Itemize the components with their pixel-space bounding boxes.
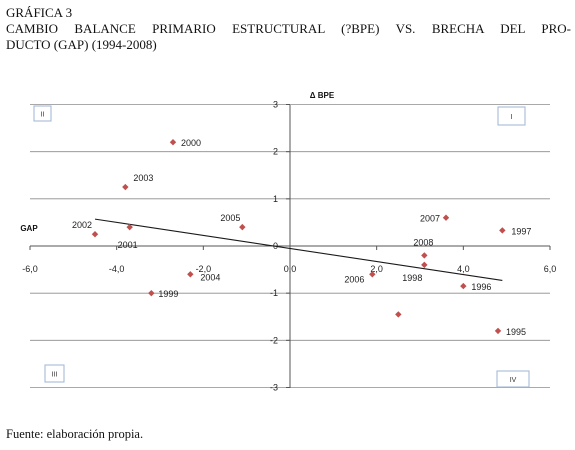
point-2000 [169, 139, 177, 146]
chart-title-line-1: CAMBIO BALANCE PRIMARIO ESTRUCTURAL (?BP… [6, 21, 571, 36]
point-label: 2008 [413, 237, 433, 247]
x-tick-label: 0,0 [284, 264, 297, 274]
y-tick-label: 1 [273, 194, 278, 204]
point-label: 2007 [420, 214, 440, 224]
y-tick-label: 3 [273, 100, 278, 110]
point-2005 [239, 223, 246, 231]
y-axis-label: Δ BPE [310, 91, 335, 100]
axes: -6,0-4,0-2,00,02,04,06,03210-1-2-3 [22, 100, 556, 393]
point-label: 2001 [118, 240, 138, 250]
quadrant-box-ii [33, 105, 52, 122]
x-axis-label: GAP [20, 224, 38, 233]
quadrant-box-iii [44, 364, 65, 383]
point-2008 [421, 252, 428, 259]
trendline [94, 218, 503, 281]
quadrant-box-i [497, 106, 526, 126]
point-label: 1999 [158, 289, 178, 299]
x-tick-label: 4,0 [457, 264, 470, 274]
point-label: 2002 [72, 220, 92, 230]
source-note: Fuente: elaboración propia. [6, 427, 144, 441]
quadrant-box-iv [496, 370, 530, 388]
chart-number-label: GRÁFICA 3 [6, 5, 73, 20]
chart-heading: GRÁFICA 3 CAMBIO BALANCE PRIMARIO ESTRUC… [6, 5, 571, 53]
quadrant-label: I [511, 114, 513, 121]
point-1998 [421, 261, 428, 269]
x-tick-label: -6,0 [22, 264, 38, 274]
quadrant-label: IV [510, 377, 517, 384]
point-1999 [148, 289, 155, 297]
point-1997 [499, 227, 506, 234]
point-label: 2000 [181, 138, 201, 148]
y-tick-label: -1 [270, 288, 278, 298]
point-2007 [442, 214, 450, 221]
x-tick-label: 2,0 [370, 264, 383, 274]
data-points: 1995 1996 1997 1998 1999 2000 2001 2002 2003 2004… [72, 138, 531, 337]
point-1994 [395, 311, 402, 318]
x-tick-label: -2,0 [196, 264, 212, 274]
trendline-layer [94, 218, 503, 281]
point-1995 [494, 327, 502, 335]
point-label: 2004 [200, 272, 220, 282]
point-label: 1998 [402, 273, 422, 283]
point-label: 1995 [506, 327, 526, 337]
quadrant-label: III [52, 372, 58, 379]
y-tick-label: 2 [273, 147, 278, 157]
point-2006 [369, 271, 376, 278]
point-label: 2006 [344, 274, 364, 284]
point-2003 [122, 183, 129, 191]
point-2001 [126, 223, 133, 231]
scatter-chart: -6,0-4,0-2,00,02,04,06,03210-1-2-3 IIIII… [20, 91, 556, 393]
x-tick-label: 6,0 [544, 264, 557, 274]
point-label: 2003 [133, 173, 153, 183]
point-2004 [187, 271, 194, 278]
point-label: 1997 [511, 226, 531, 236]
point-label: 2005 [220, 213, 240, 223]
quadrant-label: II [41, 112, 45, 119]
chart-title-line-2: DUCTO (GAP) (1994-2008) [6, 37, 157, 52]
y-tick-label: -2 [270, 335, 278, 345]
x-tick-label: -4,0 [109, 264, 125, 274]
point-2002 [91, 231, 99, 238]
point-1996 [460, 282, 467, 290]
point-label: 1996 [471, 282, 491, 292]
y-tick-label: -3 [270, 383, 278, 393]
